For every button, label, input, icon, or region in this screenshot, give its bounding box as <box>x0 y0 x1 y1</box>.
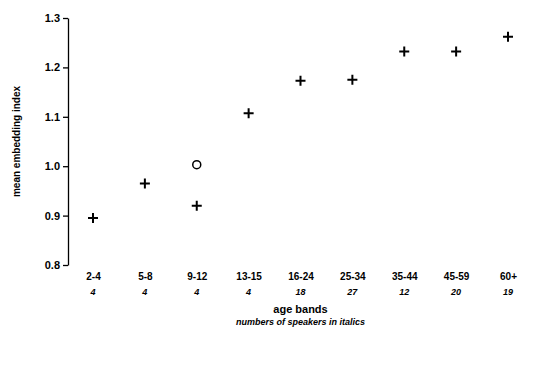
y-tick-label: 0.8 <box>45 259 60 271</box>
cross-point <box>244 108 254 118</box>
cross-point <box>399 47 409 57</box>
y-tick-mark <box>63 67 68 68</box>
chart: 0.8 0.9 1.0 1.1 1.2 1.3 2-4 5-8 9-12 13-15 16-24 25… <box>0 0 551 369</box>
x-tick: 13-15 <box>236 271 262 282</box>
y-axis-title: mean embedding index <box>11 85 22 197</box>
speaker-count: 4 <box>193 287 199 297</box>
speaker-counts: 4 4 4 4 18 27 12 20 19 <box>89 287 513 297</box>
y-tick: 1.2 <box>45 61 68 73</box>
cross-point <box>296 76 306 86</box>
x-tick-label: 45-59 <box>444 271 470 282</box>
speaker-count: 12 <box>399 287 409 297</box>
speaker-count: 4 <box>89 287 95 297</box>
x-tick: 9-12 <box>187 271 207 282</box>
y-tick: 0.9 <box>45 210 68 222</box>
x-tick: 16-24 <box>288 271 314 282</box>
y-tick: 0.8 <box>45 259 68 271</box>
y-tick-label: 1.2 <box>45 61 60 73</box>
x-axis: 2-4 5-8 9-12 13-15 16-24 25-34 35-44 45-59 60+ <box>86 271 517 282</box>
cross-point <box>503 32 513 42</box>
x-tick-label: 16-24 <box>288 271 314 282</box>
y-axis: 0.8 0.9 1.0 1.1 1.2 1.3 <box>45 12 69 271</box>
x-tick: 25-34 <box>340 271 366 282</box>
x-tick: 5-8 <box>138 271 153 282</box>
cross-point <box>88 213 98 223</box>
x-tick: 35-44 <box>392 271 418 282</box>
speaker-count: 4 <box>141 287 147 297</box>
marks <box>88 32 513 223</box>
y-tick-mark <box>63 265 68 266</box>
x-tick-label: 60+ <box>500 271 517 282</box>
y-tick-mark <box>63 166 68 167</box>
y-tick-mark <box>63 18 68 19</box>
series <box>88 32 513 223</box>
cross-point <box>451 47 461 57</box>
y-tick-label: 1.3 <box>45 12 60 24</box>
y-tick: 1.1 <box>45 111 68 123</box>
circle-point <box>193 161 201 169</box>
cross-point <box>140 178 150 188</box>
y-tick-label: 1.0 <box>45 160 60 172</box>
y-tick-label: 1.1 <box>45 111 60 123</box>
x-tick-label: 13-15 <box>236 271 262 282</box>
speaker-count: 27 <box>346 287 358 297</box>
y-tick: 1.0 <box>45 160 68 172</box>
series <box>193 161 201 169</box>
x-axis-note: numbers of speakers in italics <box>236 317 365 327</box>
x-tick-label: 2-4 <box>86 271 101 282</box>
x-tick: 60+ <box>500 271 517 282</box>
x-tick-label: 25-34 <box>340 271 366 282</box>
y-tick-label: 0.9 <box>45 210 60 222</box>
y-tick-mark <box>63 117 68 118</box>
x-tick: 2-4 <box>86 271 101 282</box>
y-tick: 1.3 <box>45 12 68 24</box>
speaker-count: 18 <box>295 287 305 297</box>
y-axis-line <box>68 19 69 266</box>
speaker-count: 19 <box>503 287 513 297</box>
cross-point <box>192 201 202 211</box>
x-tick: 45-59 <box>444 271 470 282</box>
y-tick-mark <box>63 215 68 216</box>
x-tick-label: 9-12 <box>187 271 207 282</box>
speaker-count: 4 <box>245 287 251 297</box>
x-tick-label: 5-8 <box>138 271 153 282</box>
cross-point <box>347 75 357 85</box>
speaker-count: 20 <box>450 287 461 297</box>
x-axis-title: age bands <box>273 303 327 315</box>
x-tick-label: 35-44 <box>392 271 418 282</box>
